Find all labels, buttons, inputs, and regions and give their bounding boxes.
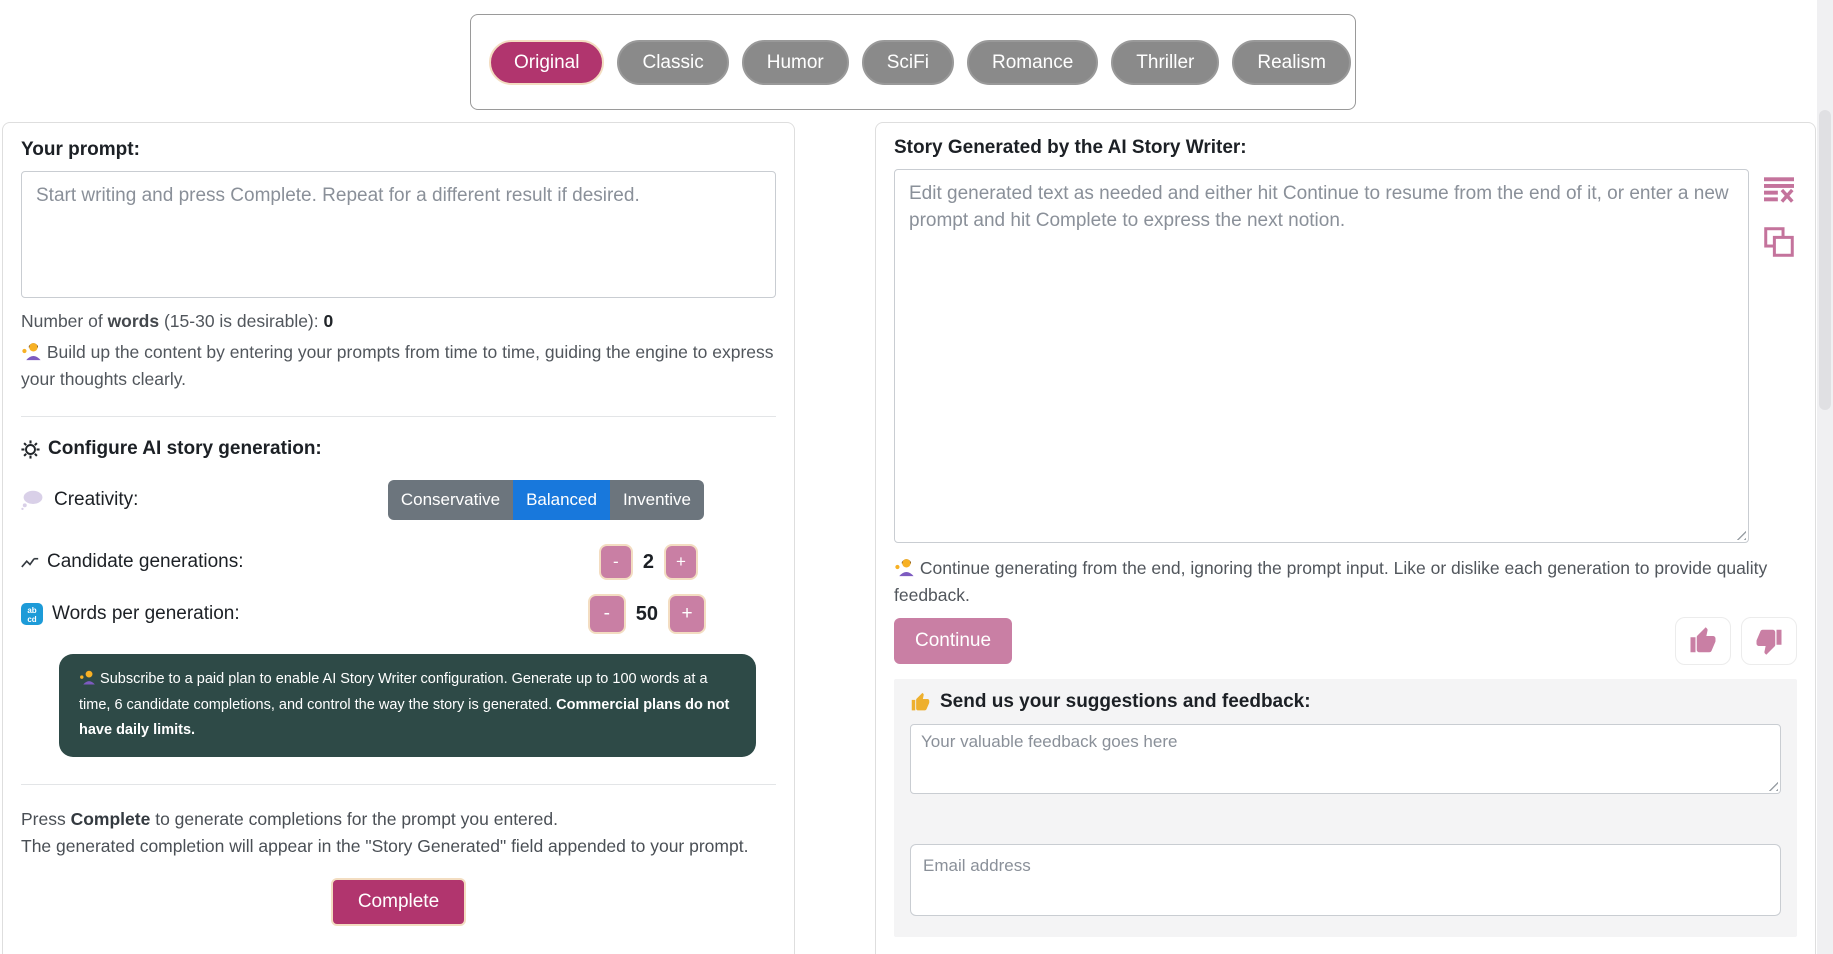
story-textarea[interactable]	[894, 169, 1749, 543]
candidates-plus-button[interactable]: +	[664, 544, 698, 581]
copy-icon[interactable]	[1764, 227, 1794, 257]
genre-button-original[interactable]: Original	[489, 39, 605, 85]
gear-icon	[21, 440, 40, 459]
feedback-heading: Send us your suggestions and feedback:	[910, 691, 1781, 713]
genre-selector-bar: Original Classic Humor SciFi Romance Thriller…	[470, 14, 1356, 110]
abcd-letters-icon: ab cd	[21, 603, 43, 626]
word-count-line: Number of words (15-30 is desirable): 0	[21, 311, 334, 331]
subscription-upsell-box: Subscribe to a paid plan to enable AI St…	[59, 654, 756, 757]
svg-text:ab: ab	[27, 606, 36, 615]
thumbs-up-yellow-icon	[911, 692, 930, 711]
word-count-value: 0	[323, 311, 334, 331]
genre-button-romance[interactable]: Romance	[966, 39, 1099, 85]
creativity-row: Creativity: Conservative Balanced Inventiv…	[21, 480, 776, 521]
configure-heading: Configure AI story generation:	[21, 438, 776, 460]
page-scrollbar[interactable]	[1817, 0, 1833, 954]
words-per-generation-stepper: - 50 +	[587, 594, 706, 635]
email-field[interactable]	[910, 844, 1781, 917]
genre-button-humor[interactable]: Humor	[741, 39, 849, 85]
prompt-panel-title: Your prompt:	[21, 139, 140, 160]
candidates-value: 2	[642, 550, 654, 573]
words-minus-button[interactable]: -	[587, 594, 626, 635]
creativity-label: Creativity:	[21, 489, 138, 512]
complete-instructions: Press Complete to generate completions f…	[21, 808, 749, 856]
person-tipping-hand-icon	[22, 343, 41, 361]
story-actions-column	[1761, 169, 1797, 543]
prompt-textarea[interactable]	[21, 171, 776, 298]
creativity-option-balanced[interactable]: Balanced	[513, 480, 610, 521]
continue-button[interactable]: Continue	[894, 618, 1013, 665]
words-per-generation-label: ab cd Words per generation:	[21, 603, 240, 626]
genre-button-thriller[interactable]: Thriller	[1111, 39, 1220, 85]
thumbs-down-icon[interactable]	[1741, 617, 1797, 666]
candidate-generations-stepper: - 2 +	[598, 544, 698, 581]
creativity-segmented-control: Conservative Balanced Inventive	[387, 480, 704, 521]
story-panel-title: Story Generated by the AI Story Writer:	[894, 137, 1247, 158]
candidate-generations-label: Candidate generations:	[21, 551, 243, 573]
words-value: 50	[635, 602, 658, 625]
genre-button-scifi[interactable]: SciFi	[861, 39, 954, 85]
words-plus-button[interactable]: +	[668, 594, 706, 635]
person-tipping-hand-icon	[895, 559, 914, 577]
story-panel: Story Generated by the AI Story Writer:	[875, 122, 1816, 954]
continue-row: Continue	[894, 617, 1797, 666]
scrollbar-thumb[interactable]	[1819, 110, 1831, 410]
divider	[21, 416, 776, 418]
person-tipping-hand-icon	[80, 671, 95, 685]
divider	[21, 783, 776, 785]
prompt-panel: Your prompt: Number of words (15-30 is d…	[2, 122, 795, 954]
feedback-textarea[interactable]	[910, 724, 1781, 795]
genre-button-classic[interactable]: Classic	[617, 39, 729, 85]
complete-button[interactable]: Complete	[330, 877, 467, 926]
creativity-option-conservative[interactable]: Conservative	[387, 480, 514, 521]
svg-text:cd: cd	[27, 615, 36, 624]
prompt-tip: Build up the content by entering your pr…	[21, 342, 779, 390]
words-per-generation-row: ab cd Words per generation: - 50 +	[21, 594, 776, 635]
feedback-section: Send us your suggestions and feedback:	[894, 679, 1797, 938]
candidate-generations-row: Candidate generations: - 2 +	[21, 544, 776, 581]
story-tip: Continue generating from the end, ignori…	[894, 558, 1773, 606]
genre-button-realism[interactable]: Realism	[1232, 39, 1351, 85]
creativity-option-inventive[interactable]: Inventive	[609, 480, 704, 521]
clear-text-icon[interactable]	[1764, 177, 1794, 203]
thought-balloon-icon	[21, 490, 43, 510]
trend-line-icon	[21, 558, 39, 568]
candidates-minus-button[interactable]: -	[598, 544, 633, 581]
thumbs-up-icon[interactable]	[1675, 617, 1731, 666]
